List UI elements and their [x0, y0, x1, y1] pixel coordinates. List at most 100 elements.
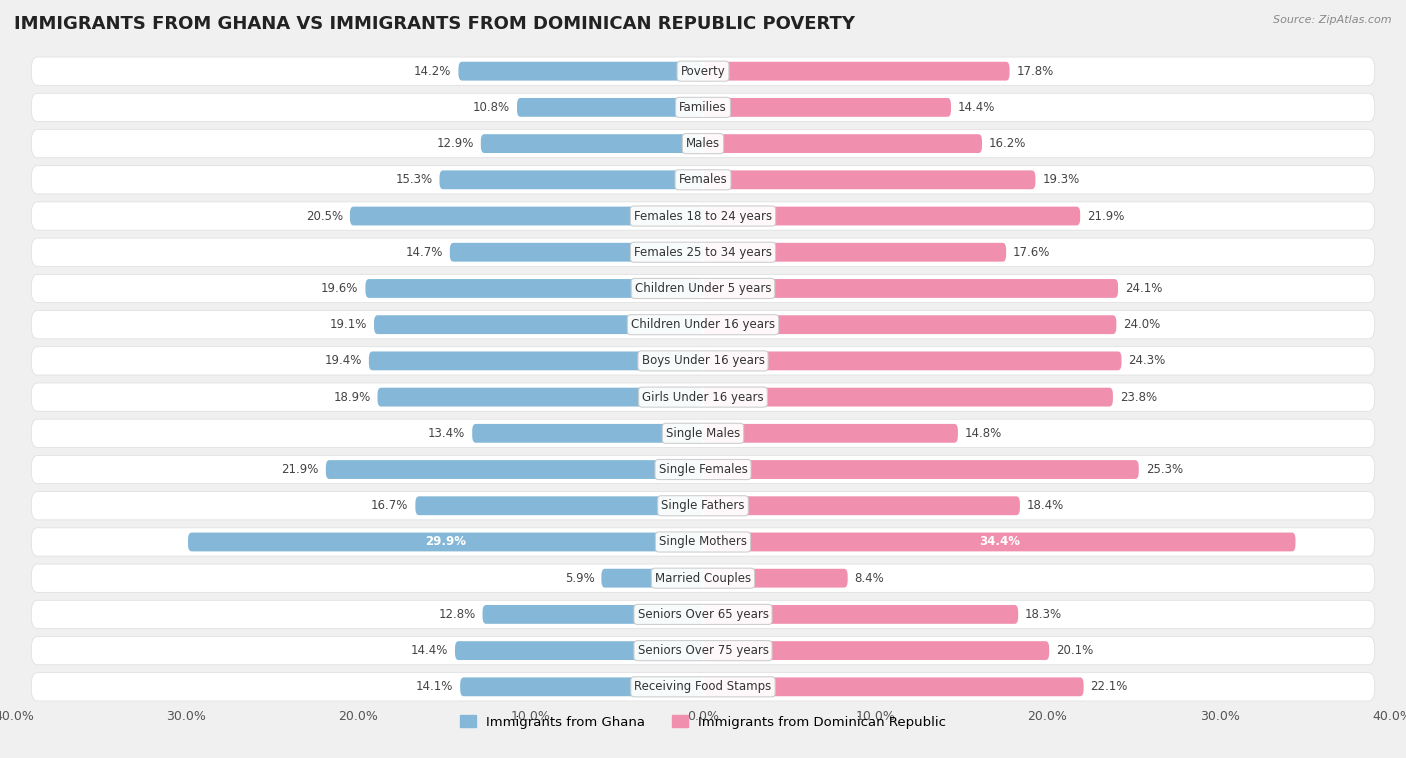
- Text: Receiving Food Stamps: Receiving Food Stamps: [634, 681, 772, 694]
- Text: 14.1%: 14.1%: [416, 681, 453, 694]
- FancyBboxPatch shape: [31, 528, 1375, 556]
- Text: 14.4%: 14.4%: [411, 644, 449, 657]
- Text: 5.9%: 5.9%: [565, 572, 595, 584]
- FancyBboxPatch shape: [703, 533, 1295, 551]
- Text: Poverty: Poverty: [681, 64, 725, 77]
- FancyBboxPatch shape: [31, 456, 1375, 484]
- FancyBboxPatch shape: [31, 419, 1375, 447]
- Text: 18.4%: 18.4%: [1026, 500, 1064, 512]
- Text: 20.5%: 20.5%: [307, 209, 343, 223]
- Text: Source: ZipAtlas.com: Source: ZipAtlas.com: [1274, 15, 1392, 25]
- Text: 19.3%: 19.3%: [1042, 174, 1080, 186]
- Text: 16.2%: 16.2%: [988, 137, 1026, 150]
- FancyBboxPatch shape: [703, 134, 981, 153]
- Text: Married Couples: Married Couples: [655, 572, 751, 584]
- FancyBboxPatch shape: [31, 600, 1375, 628]
- Text: Single Males: Single Males: [666, 427, 740, 440]
- Text: Seniors Over 75 years: Seniors Over 75 years: [637, 644, 769, 657]
- FancyBboxPatch shape: [31, 202, 1375, 230]
- FancyBboxPatch shape: [31, 672, 1375, 701]
- Text: Single Mothers: Single Mothers: [659, 535, 747, 549]
- FancyBboxPatch shape: [31, 93, 1375, 121]
- Text: 24.1%: 24.1%: [1125, 282, 1163, 295]
- FancyBboxPatch shape: [703, 279, 1118, 298]
- Text: 14.4%: 14.4%: [957, 101, 995, 114]
- FancyBboxPatch shape: [703, 460, 1139, 479]
- FancyBboxPatch shape: [517, 98, 703, 117]
- Text: 19.4%: 19.4%: [325, 355, 361, 368]
- FancyBboxPatch shape: [703, 641, 1049, 660]
- FancyBboxPatch shape: [703, 98, 950, 117]
- Text: Families: Families: [679, 101, 727, 114]
- FancyBboxPatch shape: [440, 171, 703, 190]
- FancyBboxPatch shape: [415, 496, 703, 515]
- Text: 8.4%: 8.4%: [855, 572, 884, 584]
- Text: 15.3%: 15.3%: [395, 174, 433, 186]
- Text: 18.9%: 18.9%: [333, 390, 371, 403]
- FancyBboxPatch shape: [31, 492, 1375, 520]
- Text: 20.1%: 20.1%: [1056, 644, 1094, 657]
- FancyBboxPatch shape: [481, 134, 703, 153]
- FancyBboxPatch shape: [703, 568, 848, 587]
- Text: 18.3%: 18.3%: [1025, 608, 1062, 621]
- FancyBboxPatch shape: [374, 315, 703, 334]
- Text: IMMIGRANTS FROM GHANA VS IMMIGRANTS FROM DOMINICAN REPUBLIC POVERTY: IMMIGRANTS FROM GHANA VS IMMIGRANTS FROM…: [14, 15, 855, 33]
- Text: 19.6%: 19.6%: [321, 282, 359, 295]
- FancyBboxPatch shape: [703, 352, 1122, 371]
- Text: 34.4%: 34.4%: [979, 535, 1019, 549]
- Text: 12.8%: 12.8%: [439, 608, 475, 621]
- Text: Seniors Over 65 years: Seniors Over 65 years: [637, 608, 769, 621]
- FancyBboxPatch shape: [703, 678, 1084, 697]
- FancyBboxPatch shape: [366, 279, 703, 298]
- FancyBboxPatch shape: [703, 387, 1114, 406]
- FancyBboxPatch shape: [368, 352, 703, 371]
- Text: 21.9%: 21.9%: [281, 463, 319, 476]
- Text: 12.9%: 12.9%: [436, 137, 474, 150]
- Text: 16.7%: 16.7%: [371, 500, 409, 512]
- FancyBboxPatch shape: [31, 383, 1375, 412]
- FancyBboxPatch shape: [31, 564, 1375, 592]
- Text: Girls Under 16 years: Girls Under 16 years: [643, 390, 763, 403]
- Text: 14.7%: 14.7%: [405, 246, 443, 258]
- Text: Males: Males: [686, 137, 720, 150]
- FancyBboxPatch shape: [31, 637, 1375, 665]
- Text: 10.8%: 10.8%: [472, 101, 510, 114]
- Text: Children Under 16 years: Children Under 16 years: [631, 318, 775, 331]
- Text: 29.9%: 29.9%: [425, 535, 465, 549]
- Text: 23.8%: 23.8%: [1119, 390, 1157, 403]
- FancyBboxPatch shape: [31, 57, 1375, 86]
- Text: Females 18 to 24 years: Females 18 to 24 years: [634, 209, 772, 223]
- FancyBboxPatch shape: [460, 678, 703, 697]
- Text: Females 25 to 34 years: Females 25 to 34 years: [634, 246, 772, 258]
- FancyBboxPatch shape: [602, 568, 703, 587]
- FancyBboxPatch shape: [377, 387, 703, 406]
- FancyBboxPatch shape: [31, 238, 1375, 266]
- Text: 14.8%: 14.8%: [965, 427, 1002, 440]
- Text: 17.6%: 17.6%: [1012, 246, 1050, 258]
- FancyBboxPatch shape: [31, 346, 1375, 375]
- FancyBboxPatch shape: [703, 605, 1018, 624]
- FancyBboxPatch shape: [31, 130, 1375, 158]
- Text: Females: Females: [679, 174, 727, 186]
- FancyBboxPatch shape: [188, 533, 703, 551]
- FancyBboxPatch shape: [458, 61, 703, 80]
- Text: 25.3%: 25.3%: [1146, 463, 1182, 476]
- FancyBboxPatch shape: [703, 243, 1007, 262]
- Text: 21.9%: 21.9%: [1087, 209, 1125, 223]
- FancyBboxPatch shape: [326, 460, 703, 479]
- FancyBboxPatch shape: [703, 315, 1116, 334]
- Text: 24.0%: 24.0%: [1123, 318, 1160, 331]
- FancyBboxPatch shape: [456, 641, 703, 660]
- Legend: Immigrants from Ghana, Immigrants from Dominican Republic: Immigrants from Ghana, Immigrants from D…: [454, 710, 952, 735]
- Text: 24.3%: 24.3%: [1129, 355, 1166, 368]
- Text: 13.4%: 13.4%: [427, 427, 465, 440]
- FancyBboxPatch shape: [482, 605, 703, 624]
- Text: 14.2%: 14.2%: [415, 64, 451, 77]
- Text: 19.1%: 19.1%: [330, 318, 367, 331]
- Text: Single Fathers: Single Fathers: [661, 500, 745, 512]
- Text: 22.1%: 22.1%: [1091, 681, 1128, 694]
- FancyBboxPatch shape: [703, 496, 1019, 515]
- FancyBboxPatch shape: [472, 424, 703, 443]
- FancyBboxPatch shape: [703, 207, 1080, 225]
- FancyBboxPatch shape: [31, 166, 1375, 194]
